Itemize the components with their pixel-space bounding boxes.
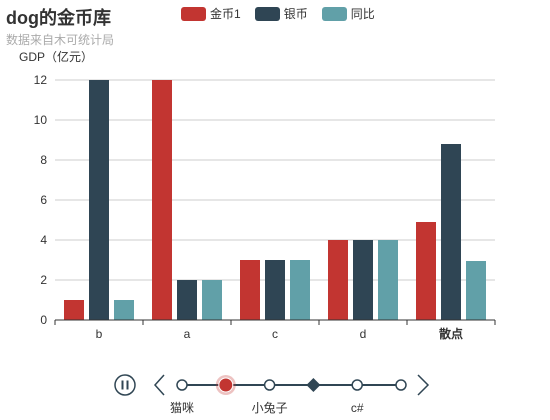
bar-银币-散点[interactable] xyxy=(441,144,461,320)
timeline-point[interactable] xyxy=(351,379,363,391)
timeline-current-point[interactable] xyxy=(218,377,234,393)
timeline-label: 猫咪 xyxy=(170,401,194,415)
legend-swatch-yoy xyxy=(321,6,347,21)
legend-item-gold[interactable]: 金币1 xyxy=(181,5,241,22)
y-axis-title: GDP（亿元） xyxy=(19,49,93,64)
timeline-point[interactable] xyxy=(263,379,276,391)
legend-label-silver: 银币 xyxy=(283,7,308,21)
timeline-diamond-point[interactable] xyxy=(306,378,321,392)
y-tick-label: 12 xyxy=(34,73,48,87)
bar-银币-b[interactable] xyxy=(89,80,109,320)
bar-金币1-d[interactable] xyxy=(328,240,348,320)
x-tick-label: d xyxy=(360,327,367,341)
x-tick-label: c xyxy=(272,327,278,341)
timeline-label: c# xyxy=(351,401,364,415)
legend-label-yoy: 同比 xyxy=(350,7,375,21)
legend-swatch-silver xyxy=(254,6,280,21)
x-tick-label: a xyxy=(184,327,191,341)
bar-金币1-a[interactable] xyxy=(152,80,172,320)
bar-银币-c[interactable] xyxy=(265,260,285,320)
legend-swatch-gold xyxy=(181,6,206,21)
y-tick-label: 0 xyxy=(40,313,47,327)
legend-item-silver[interactable]: 银币 xyxy=(254,5,308,22)
x-tick-label: 散点 xyxy=(439,326,463,341)
chevron-right-icon[interactable] xyxy=(417,374,430,396)
bar-金币1-c[interactable] xyxy=(240,260,260,320)
bar-同比-散点[interactable] xyxy=(466,261,486,320)
bar-同比-c[interactable] xyxy=(290,260,310,320)
chevron-left-icon[interactable] xyxy=(153,374,165,396)
pause-button[interactable] xyxy=(114,374,136,396)
legend-item-yoy[interactable]: 同比 xyxy=(321,5,375,22)
y-tick-label: 8 xyxy=(40,153,47,167)
timeline-label: 小兔子 xyxy=(252,400,288,415)
y-tick-label: 10 xyxy=(34,113,48,127)
bar-同比-a[interactable] xyxy=(202,280,222,320)
y-tick-label: 2 xyxy=(40,273,47,287)
timeline-point[interactable] xyxy=(395,379,407,391)
bar-银币-d[interactable] xyxy=(353,240,373,320)
chart-subtitle: 数据来自木可统计局 xyxy=(6,33,115,47)
chart-title: dog的金币库 xyxy=(6,8,111,28)
legend: 金币1 银币 同比 xyxy=(181,5,375,22)
x-tick-label: b xyxy=(96,327,103,341)
bar-金币1-b[interactable] xyxy=(64,300,84,320)
timeline-point[interactable] xyxy=(176,379,188,391)
bar-同比-b[interactable] xyxy=(114,300,134,320)
bar-银币-a[interactable] xyxy=(177,280,197,320)
legend-label-gold: 金币1 xyxy=(210,7,241,21)
bar-同比-d[interactable] xyxy=(378,240,398,320)
timeline: 猫咪 小兔子 c# xyxy=(114,374,430,415)
y-tick-label: 6 xyxy=(40,193,47,207)
bar-金币1-散点[interactable] xyxy=(416,222,436,320)
y-tick-label: 4 xyxy=(40,233,47,247)
